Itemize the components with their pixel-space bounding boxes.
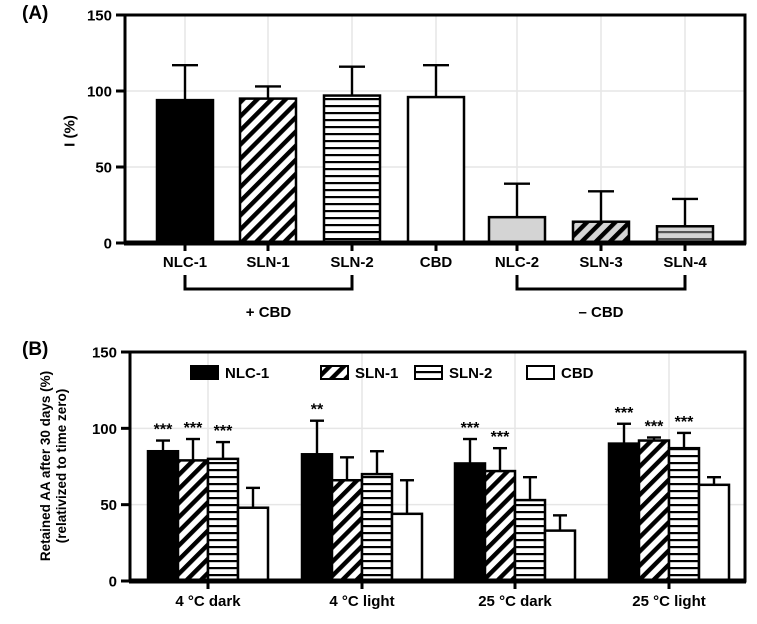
bar-NLC-1	[155, 98, 215, 245]
significance-marker-SLN-1-25 °C dark: ***	[491, 429, 510, 446]
y-tick-label: 50	[100, 497, 117, 514]
bar-SLN-2-4 °C light	[360, 472, 394, 583]
x-category-label: NLC-1	[163, 254, 207, 271]
bar-SLN-1-4 °C dark	[176, 459, 210, 583]
significance-marker-SLN-1-25 °C light: ***	[645, 418, 664, 435]
y-tick-label: 100	[87, 84, 112, 101]
panel-b-y-axis-title-line1: Retained AA after 30 days (%)	[38, 370, 53, 562]
x-category-label: SLN-4	[663, 254, 707, 271]
x-category-label: 4 °C light	[329, 593, 394, 610]
y-tick-label: 100	[92, 421, 117, 438]
significance-marker-SLN-2-25 °C light: ***	[675, 414, 694, 431]
x-category-label: 4 °C dark	[175, 593, 241, 610]
x-category-label: NLC-2	[495, 254, 539, 271]
significance-marker-NLC-1-4 °C light: **	[311, 402, 324, 419]
legend-label-SLN-2: SLN-2	[449, 365, 492, 382]
panel-a-plot: 0 50 100 150 NLC-1 SLN-1 SLN-2 CBD NLC-2 SLN-3 SLN…	[87, 8, 747, 321]
bar-CBD-25 °C dark	[543, 529, 577, 583]
y-tick-label: 0	[104, 236, 112, 253]
bar-SLN-1	[238, 97, 298, 245]
panel-b-y-axis-title-line2: (relativized to time zero)	[54, 388, 69, 544]
group-bracket	[183, 275, 354, 291]
bar-SLN-1-4 °C light	[330, 478, 364, 583]
bar-CBD-25 °C light	[697, 483, 731, 583]
bar-CBD-4 °C dark	[236, 506, 270, 583]
legend-swatch-SLN-1	[320, 365, 349, 380]
bar-CBD	[406, 95, 466, 245]
y-tick-label: 150	[92, 345, 117, 362]
significance-marker-NLC-1-25 °C light: ***	[615, 405, 634, 422]
x-category-label: 25 °C dark	[478, 593, 552, 610]
bar-SLN-1-25 °C light	[637, 439, 671, 583]
legend-label-SLN-1: SLN-1	[355, 365, 398, 382]
panel-a-y-axis-title: I (%)	[61, 115, 79, 147]
x-category-label: SLN-3	[579, 254, 622, 271]
group-bracket-label: – CBD	[578, 304, 623, 321]
legend-swatch-CBD	[526, 365, 555, 380]
x-category-label: 25 °C light	[632, 593, 706, 610]
y-tick-label: 50	[95, 160, 112, 177]
panel-b-letter: (B)	[22, 339, 49, 360]
legend-label-CBD: CBD	[561, 365, 594, 382]
bar-CBD-4 °C light	[390, 512, 424, 583]
legend-swatch-NLC-1	[190, 365, 219, 380]
bar-SLN-2	[322, 94, 382, 245]
x-category-label: SLN-2	[330, 254, 373, 271]
panel-b-y-axis-title: Retained AA after 30 days (%) (relativiz…	[38, 371, 70, 561]
bar-SLN-4	[655, 225, 715, 245]
bar-SLN-2-25 °C dark	[513, 498, 547, 583]
bar-NLC-1-4 °C light	[300, 453, 334, 583]
bar-NLC-2	[487, 215, 547, 245]
y-tick-label: 0	[109, 574, 117, 591]
significance-marker-SLN-2-4 °C dark: ***	[214, 423, 233, 440]
group-bracket-label: + CBD	[246, 304, 292, 321]
x-category-label: CBD	[420, 254, 453, 271]
legend-swatch-SLN-2	[414, 365, 443, 380]
bar-SLN-2-4 °C dark	[206, 457, 240, 583]
significance-marker-NLC-1-4 °C dark: ***	[154, 422, 173, 439]
bar-SLN-3	[571, 220, 631, 245]
group-bracket	[515, 275, 687, 291]
bar-SLN-1-25 °C dark	[483, 469, 517, 583]
x-category-label: SLN-1	[246, 254, 289, 271]
significance-marker-SLN-1-4 °C dark: ***	[184, 420, 203, 437]
bar-NLC-1-25 °C dark	[453, 462, 487, 583]
legend-label-NLC-1: NLC-1	[225, 365, 269, 382]
bar-NLC-1-25 °C light	[607, 442, 641, 583]
bar-NLC-1-4 °C dark	[146, 449, 180, 583]
y-tick-label: 150	[87, 8, 112, 25]
significance-marker-NLC-1-25 °C dark: ***	[461, 420, 480, 437]
panel-a-letter: (A)	[22, 3, 49, 24]
bar-SLN-2-25 °C light	[667, 446, 701, 583]
